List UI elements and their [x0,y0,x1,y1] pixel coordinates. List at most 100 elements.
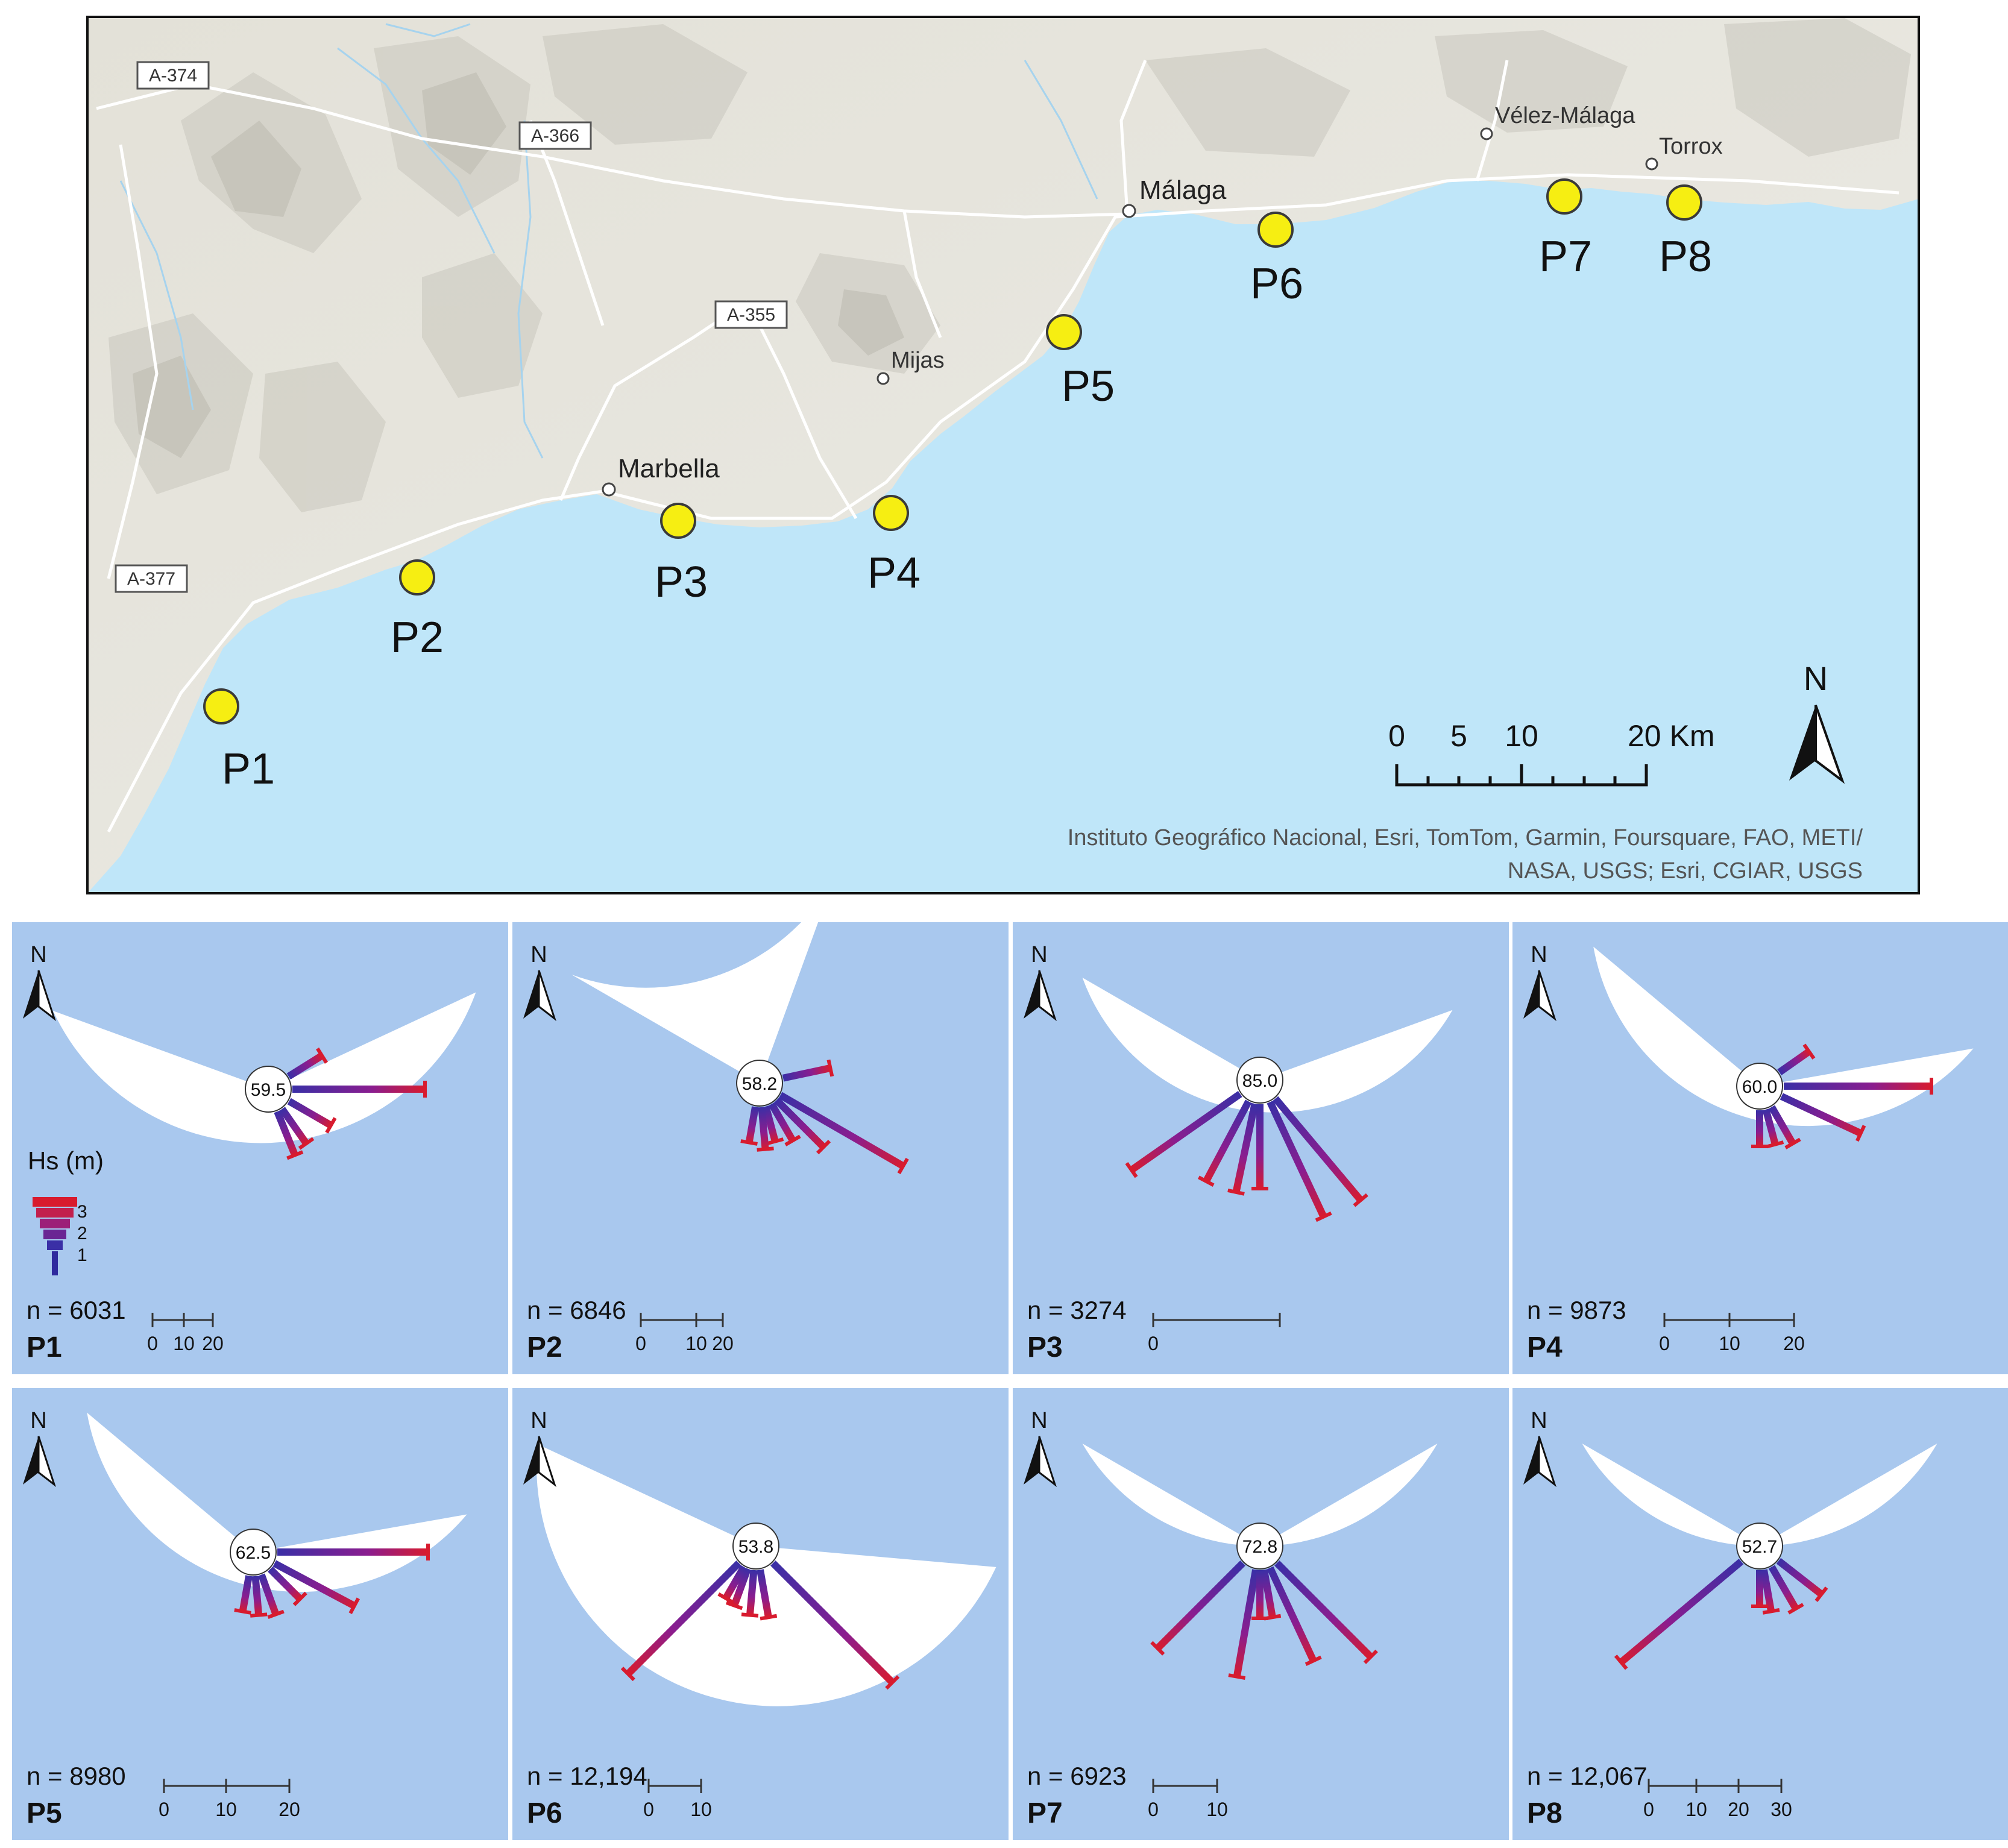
wave-direction-bar-cap [725,1601,743,1611]
wave-rose-p3: 85.0 N 0 [1024,942,1453,1354]
wave-direction-bar-cap [740,1139,758,1146]
north-arrow-icon-half [37,970,56,1022]
wave-rose-panel-p4: 60.0 N 0 10 20 n = 9873 P4 [1512,922,2008,1374]
road-shield-a377: A-377 [115,564,188,593]
north-label: N [530,1408,547,1433]
point-p1: P1 [203,688,275,793]
north-arrow-icon [1024,970,1039,1019]
direction-sector [536,1444,996,1706]
north-arrow-icon-half [1538,970,1556,1022]
panel-scale-label: 20 [1728,1799,1749,1820]
panel-label-p3: P3 [1027,1331,1063,1363]
scale-label-0: 0 [1388,719,1405,753]
wave-direction-bar-cap [298,1137,315,1150]
town-label-malaga: Málaga [1139,175,1227,205]
wave-direction-bar [1203,1099,1252,1183]
town-label-marbella: Marbella [618,454,720,483]
north-arrow-icon-half [37,1436,56,1488]
point-label-p7: P7 [1539,233,1592,281]
direction-sector [1082,978,1453,1113]
north-label: N [30,1408,46,1433]
legend-swatch [36,1208,74,1218]
panel-scale-label: 0 [1659,1333,1670,1354]
legend-level-label: 2 [77,1224,87,1243]
panel-scale-label: 10 [173,1333,195,1354]
north-arrow-icon [1523,1436,1539,1485]
panel-scale-label: 0 [1148,1333,1159,1354]
north-label: N [1031,1408,1047,1433]
panel-scale-label: 0 [1643,1799,1654,1820]
calm-value: 59.5 [251,1080,286,1100]
wave-direction-bar-cap [250,1612,268,1618]
town-malaga: Málaga [1122,175,1227,218]
wave-direction-bar-cap [1802,1043,1816,1060]
wave-direction-bar [625,1560,741,1677]
wave-direction-bar-cap [1227,1189,1245,1196]
north-label: N [30,942,46,967]
wave-direction-bar-cap [741,1612,759,1618]
wave-direction-bar [770,1560,895,1685]
north-arrow-icon-half [538,1436,556,1488]
panel-scale-label: 10 [685,1333,707,1354]
wave-direction-bar [279,1107,310,1146]
north-arrow-icon [23,970,39,1019]
wave-rose-panel-p2: 58.2 N 0 10 20 n = 6846 P2 [512,922,1009,1374]
panel-label-p6: P6 [527,1797,562,1829]
wave-rose-p4: 60.0 N 0 10 20 [1523,942,1974,1354]
north-arrow-icon-half [1038,1436,1057,1488]
wave-rose-p6: 53.8 N 0 10 [523,1408,996,1820]
wave-direction-bar [745,1106,759,1143]
panel-scale-label: 0 [147,1333,158,1354]
wave-direction-bar [774,1098,826,1150]
roads [96,60,1899,833]
calm-circle [1236,1057,1283,1104]
wave-direction-bar-cap [292,1591,307,1606]
wave-direction-bar [287,1098,333,1129]
wave-direction-bar [757,1569,772,1618]
wave-direction-bar-cap [620,1667,635,1682]
calm-value: 58.2 [742,1074,777,1094]
direction-sector [1593,946,1974,1127]
town-mijas: Mijas [877,348,945,385]
land [87,17,1919,893]
panel-scale-label: 30 [1770,1799,1792,1820]
legend-level-label: 1 [77,1245,87,1265]
point-label-p8: P8 [1659,233,1712,281]
scale-label-5: 5 [1450,719,1467,753]
wave-rose-p5: 62.5 N 0 10 20 [23,1408,467,1820]
north-arrow-icon [523,1436,539,1485]
wave-direction-bar [286,1052,324,1080]
legend-level-label: 3 [77,1202,87,1222]
calm-circle [245,1066,292,1113]
point-label-p1: P1 [222,745,275,793]
wave-direction-bar [746,1570,758,1616]
panel-scale-label: 10 [1206,1799,1228,1820]
town-velez-malaga: Vélez-Málaga [1480,103,1635,140]
north-arrow-icon-half [1538,1436,1556,1488]
wave-direction-bar [1619,1559,1744,1665]
wave-direction-bar-cap [1363,1649,1378,1664]
legend-swatch [43,1230,66,1239]
wave-direction-bar [1274,1560,1374,1660]
north-arrow-icon [23,1436,39,1485]
calm-value: 72.8 [1242,1537,1277,1557]
north-label: N [1031,942,1047,967]
wave-direction-bar-cap [816,1140,831,1155]
legend-swatch [33,1197,77,1207]
wave-direction-bar [272,1560,356,1609]
wave-rose-panel-p1: 59.5 N 0 10 20 3 2 1 Hs (m) n = 6031 P1 [12,922,508,1374]
road-label-a355: A-355 [727,305,775,325]
wave-direction-bar [1768,1105,1796,1146]
scale-label-20: 20 Km [1628,719,1715,753]
town-label-mijas: Mijas [891,348,945,373]
wave-direction-bar [1155,1560,1245,1651]
attribution-line-1: Instituto Geográfico Nacional, Esri, Tom… [1068,825,1863,850]
calm-value: 85.0 [1242,1071,1277,1091]
wave-rose-p1: 59.5 N 0 10 20 3 2 1 [23,942,476,1354]
wave-rose-panel-p5: 62.5 N 0 10 20 n = 8980 P5 [12,1388,508,1840]
point-p5: P5 [1046,314,1115,410]
wave-direction-bar-cap [757,1146,774,1152]
wave-direction-bar-cap [325,1117,337,1134]
north-label: N [1531,1408,1547,1433]
sample-count-p1: n = 6031 [27,1296,126,1324]
